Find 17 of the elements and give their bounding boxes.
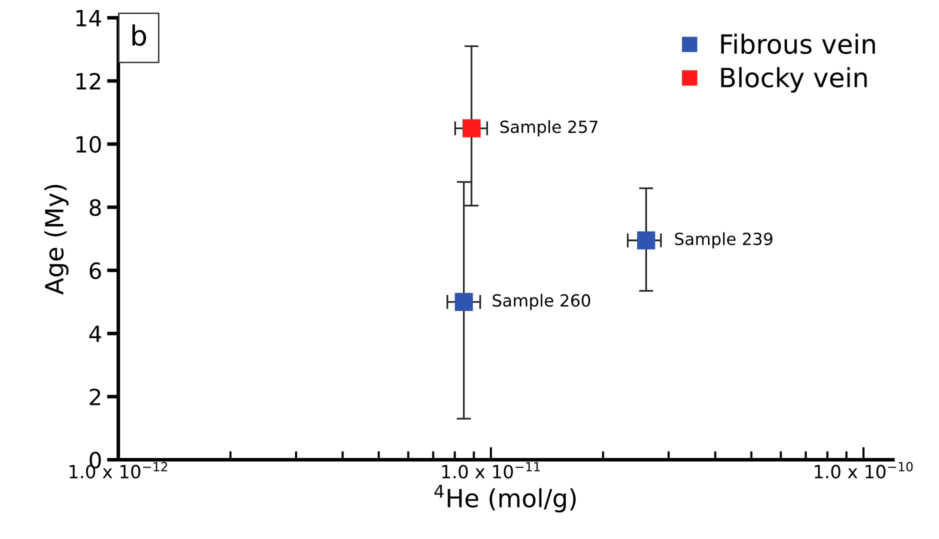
y-axis-title: Age (My)	[44, 184, 69, 295]
y-tick-label: 6	[90, 262, 101, 280]
x-tick-label: 1.0 x 10$^{−11}$	[442, 462, 540, 478]
y-tick-label: 10	[76, 136, 101, 153]
x-axis-title: $^{4}$He (mol/g)	[434, 484, 576, 512]
annotation: b	[132, 24, 146, 46]
annotation: Sample 257	[500, 120, 598, 136]
legend-label: Blocky vein	[721, 67, 867, 93]
x-tick-label: 1.0 x 10$^{−10}$	[814, 462, 913, 478]
legend-label: Fibrous vein	[721, 34, 875, 54]
y-tick-label: 4	[89, 326, 102, 342]
y-tick-label: 14	[76, 10, 102, 26]
annotation: Sample 260	[492, 294, 590, 310]
y-tick-label: 12	[76, 72, 100, 90]
annotation: Sample 239	[675, 232, 772, 248]
y-tick-label: 2	[90, 388, 100, 406]
y-tick-label: 8	[90, 199, 101, 216]
